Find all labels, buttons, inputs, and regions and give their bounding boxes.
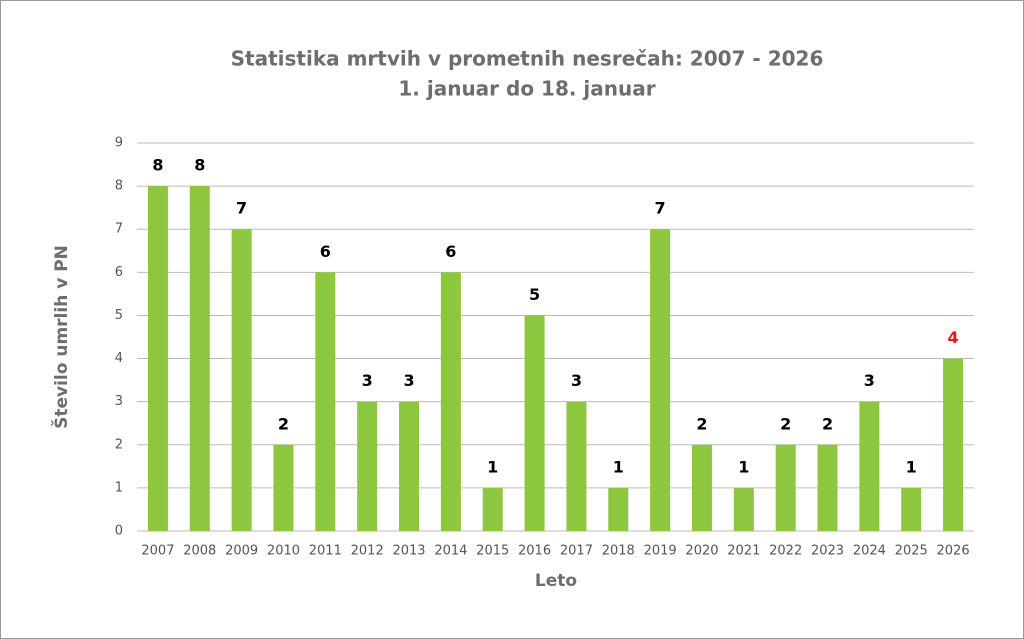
- x-tick-label: 2016: [518, 544, 551, 559]
- x-tick-label: 2020: [685, 544, 718, 559]
- value-label: 6: [320, 242, 331, 261]
- y-axis-title: Število umrlih v PN: [50, 245, 72, 429]
- value-label: 3: [403, 371, 414, 390]
- bar: [943, 358, 964, 531]
- y-tick-label: 7: [115, 222, 123, 237]
- value-label: 5: [529, 285, 540, 304]
- value-label: 2: [780, 414, 791, 433]
- value-label: 2: [822, 414, 833, 433]
- bar: [399, 401, 420, 531]
- bar: [189, 186, 210, 531]
- value-label: 3: [362, 371, 373, 390]
- bar: [859, 401, 880, 531]
- x-tick-label: 2013: [392, 544, 425, 559]
- value-label: 2: [278, 414, 289, 433]
- bar: [817, 444, 838, 531]
- y-tick-label: 0: [115, 524, 123, 539]
- bar: [691, 444, 712, 531]
- bar: [482, 487, 503, 531]
- x-tick-label: 2012: [351, 544, 384, 559]
- bar: [147, 186, 168, 531]
- x-tick-label: 2018: [602, 544, 635, 559]
- y-tick-label: 9: [115, 136, 123, 151]
- value-label: 3: [864, 371, 875, 390]
- x-tick-label: 2024: [853, 544, 886, 559]
- value-label: 3: [571, 371, 582, 390]
- y-tick-label: 4: [115, 351, 123, 366]
- x-tick-label: 2026: [937, 544, 970, 559]
- x-tick-label: 2014: [434, 544, 467, 559]
- x-tick-label: 2017: [560, 544, 593, 559]
- value-label: 1: [738, 457, 749, 476]
- x-tick-label: 2010: [267, 544, 300, 559]
- x-tick-label: 2015: [476, 544, 509, 559]
- x-tick-label: 2025: [895, 544, 928, 559]
- bar: [273, 444, 294, 531]
- bar: [315, 272, 336, 531]
- chart-subtitle: 1. januar do 18. januar: [398, 77, 655, 101]
- value-label: 1: [487, 457, 498, 476]
- x-tick-label: 2007: [141, 544, 174, 559]
- bar: [524, 315, 545, 531]
- value-label: 8: [194, 156, 205, 175]
- bar: [440, 272, 461, 531]
- x-axis-title: Leto: [535, 571, 577, 591]
- value-label: 1: [906, 457, 917, 476]
- value-label: 8: [152, 156, 163, 175]
- chart-title: Statistika mrtvih v prometnih nesrečah: …: [231, 47, 824, 71]
- x-tick-label: 2021: [727, 544, 760, 559]
- y-tick-label: 8: [115, 179, 123, 194]
- x-tick-label: 2022: [769, 544, 802, 559]
- value-label: 4: [948, 328, 959, 347]
- x-tick-label: 2023: [811, 544, 844, 559]
- bar: [733, 487, 754, 531]
- bar: [608, 487, 629, 531]
- value-label: 1: [613, 457, 624, 476]
- bar: [650, 229, 671, 531]
- y-tick-label: 1: [115, 480, 123, 495]
- x-tick-label: 2011: [309, 544, 342, 559]
- x-tick-label: 2008: [183, 544, 216, 559]
- value-label: 7: [236, 199, 247, 218]
- y-tick-label: 6: [115, 265, 123, 280]
- y-tick-label: 2: [115, 437, 123, 452]
- y-tick-label: 3: [115, 394, 123, 409]
- bar: [775, 444, 796, 531]
- value-label: 7: [655, 199, 666, 218]
- bar: [231, 229, 252, 531]
- bar: [901, 487, 922, 531]
- bar: [566, 401, 587, 531]
- y-tick-label: 5: [115, 308, 123, 323]
- bar: [357, 401, 378, 531]
- x-tick-label: 2009: [225, 544, 258, 559]
- x-tick-label: 2019: [644, 544, 677, 559]
- value-label: 6: [445, 242, 456, 261]
- value-label: 2: [696, 414, 707, 433]
